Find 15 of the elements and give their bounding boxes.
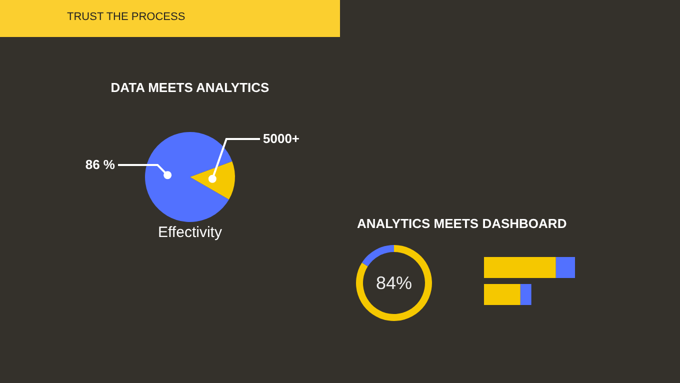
- text: ANALYTICS MEETS DASHBOARD: [357, 216, 567, 231]
- donut-slice: [362, 245, 394, 266]
- text: TRUST THE PROCESS: [67, 11, 186, 23]
- pie-slice: [190, 161, 235, 200]
- chart-title: DATA MEETS ANALYTICS: [110, 80, 270, 95]
- pie-slice: [145, 132, 232, 222]
- bar: [484, 257, 556, 278]
- bar: [556, 257, 575, 278]
- bar: [520, 284, 532, 305]
- data-label: 5000+: [263, 131, 300, 146]
- donut-slice: [356, 245, 432, 321]
- data-label: 84%: [376, 273, 412, 293]
- data-label: 86 %: [85, 157, 116, 172]
- bar: [484, 284, 520, 305]
- text: Effectivity: [157, 224, 223, 241]
